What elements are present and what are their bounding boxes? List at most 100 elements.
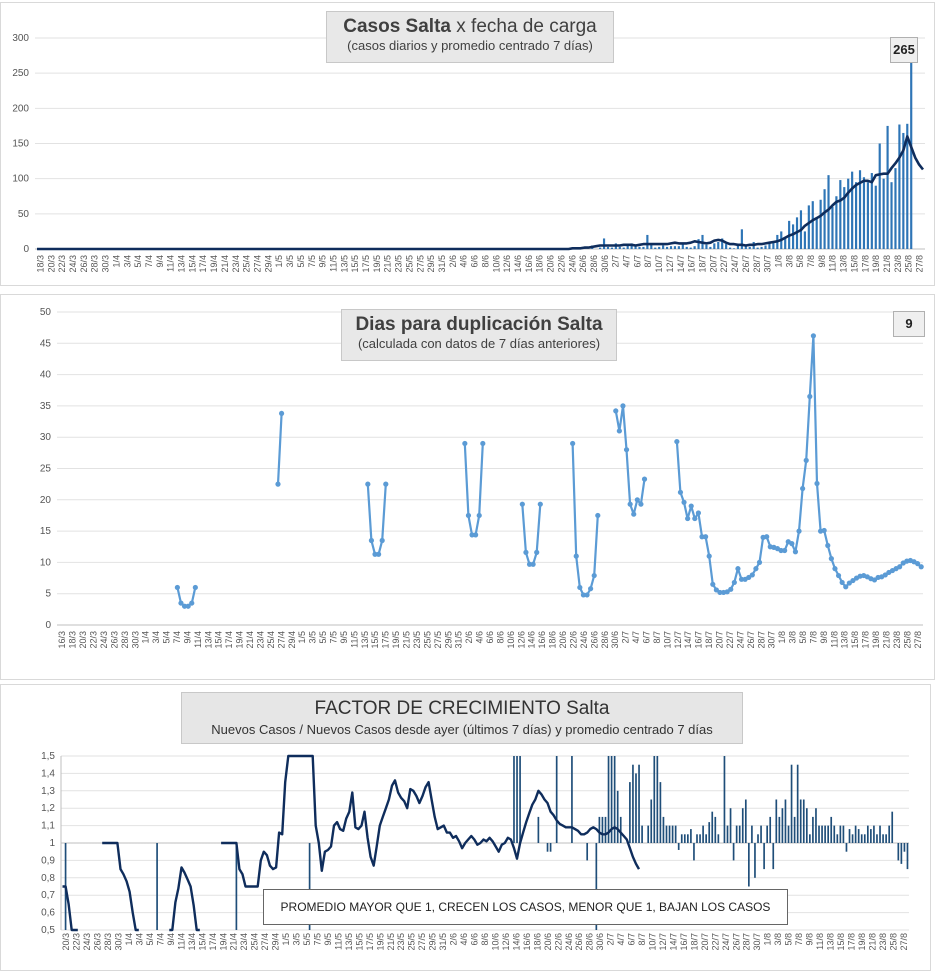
duplicacion-point (642, 477, 647, 482)
duplicacion-point (592, 573, 597, 578)
factor-bar (806, 808, 808, 843)
factor-x-tick-label: 9/8 (805, 933, 815, 946)
duplicacion-x-tick-label: 28/7 (756, 631, 766, 649)
factor-bar (702, 826, 704, 843)
factor-x-tick-label: 11/5 (333, 933, 343, 950)
casos-bar (658, 247, 660, 249)
duplicacion-point (750, 572, 755, 577)
casos-bar (820, 200, 822, 249)
factor-bar (684, 834, 686, 843)
duplicacion-x-tick-label: 11/8 (829, 631, 839, 648)
casos-bar (855, 182, 857, 249)
factor-y-tick-label: 1,3 (41, 786, 55, 797)
duplicacion-x-tick-label: 3/4 (151, 631, 161, 644)
duplicacion-point (836, 573, 841, 578)
factor-bar (803, 800, 805, 844)
duplicacion-x-tick-label: 26/7 (746, 631, 756, 649)
casos-x-tick-label: 11/8 (828, 255, 838, 272)
duplicacion-point (692, 516, 697, 521)
chart-title-casos: Casos Salta x fecha de carga (327, 16, 613, 38)
casos-x-tick-label: 9/4 (155, 255, 165, 268)
duplicacion-x-tick-label: 24/6 (579, 631, 589, 649)
duplicacion-point (840, 580, 845, 585)
chart-subtitle-duplicacion: (calculada con datos de 7 días anteriore… (342, 336, 616, 351)
duplicacion-point (531, 562, 536, 567)
factor-x-tick-label: 11/4 (176, 933, 186, 950)
duplicacion-x-tick-label: 20/3 (78, 631, 88, 649)
casos-x-tick-label: 13/4 (177, 255, 187, 273)
factor-x-tick-label: 16/7 (679, 933, 689, 951)
duplicacion-x-tick-label: 7/8 (808, 631, 818, 644)
casos-x-tick-label: 26/6 (578, 255, 588, 273)
factor-bar (888, 826, 890, 843)
duplicacion-x-tick-label: 13/4 (203, 631, 213, 649)
casos-y-tick-label: 150 (12, 139, 29, 150)
factor-x-tick-label: 25/5 (407, 933, 417, 951)
chart-annotation-factor: PROMEDIO MAYOR QUE 1, CRECEN LOS CASOS, … (263, 889, 788, 925)
casos-bar (749, 247, 751, 249)
duplicacion-point (807, 394, 812, 399)
duplicacion-x-tick-label: 15/5 (370, 631, 380, 649)
factor-y-tick-label: 1,4 (41, 768, 55, 779)
casos-x-tick-label: 13/8 (839, 255, 849, 273)
casos-x-tick-label: 3/8 (784, 255, 794, 268)
factor-bar (751, 826, 753, 843)
factor-bar (620, 817, 622, 843)
factor-bar (678, 843, 680, 850)
factor-bar (629, 782, 631, 843)
casos-x-tick-label: 22/7 (719, 255, 729, 273)
duplicacion-point (520, 502, 525, 507)
duplicacion-point (735, 566, 740, 571)
factor-x-tick-label: 27/4 (260, 933, 270, 951)
casos-x-tick-label: 2/6 (448, 255, 458, 268)
casos-bar (694, 246, 696, 249)
factor-bar (745, 800, 747, 844)
casos-x-tick-label: 20/3 (46, 255, 56, 273)
duplicacion-x-tick-label: 1/8 (777, 631, 787, 644)
factor-x-tick-label: 24/7 (721, 933, 731, 951)
casos-x-tick-label: 25/8 (904, 255, 914, 273)
chart-title-factor: FACTOR DE CRECIMIENTO Salta (182, 698, 742, 720)
factor-bar (586, 843, 588, 860)
casos-x-tick-label: 12/7 (665, 255, 675, 273)
duplicacion-x-tick-label: 30/7 (767, 631, 777, 649)
factor-bar (885, 834, 887, 843)
factor-bar (827, 826, 829, 843)
duplicacion-point (175, 585, 180, 590)
factor-bar (901, 843, 903, 864)
duplicacion-x-tick-label: 3/8 (788, 631, 798, 644)
duplicacion-x-tick-label: 21/4 (245, 631, 255, 649)
factor-bar (556, 756, 558, 843)
factor-x-tick-label: 20/3 (61, 933, 71, 951)
factor-x-tick-label: 6/7 (627, 933, 637, 946)
duplicacion-x-tick-label: 6/6 (485, 631, 495, 644)
factor-x-tick-label: 26/3 (93, 933, 103, 951)
casos-x-tick-label: 8/6 (480, 255, 490, 268)
duplicacion-x-tick-label: 30/6 (610, 631, 620, 649)
factor-x-tick-label: 15/4 (197, 933, 207, 951)
factor-bar (754, 843, 756, 878)
factor-x-tick-label: 10/6 (490, 933, 500, 951)
factor-bar (516, 756, 518, 843)
duplicacion-x-tick-label: 2/6 (464, 631, 474, 644)
last-value-label-casos: 265 (890, 37, 918, 63)
casos-bar (879, 144, 881, 250)
duplicacion-point (383, 482, 388, 487)
casos-bar (623, 248, 625, 249)
duplicacion-x-tick-label: 9/8 (819, 631, 829, 644)
duplicacion-x-tick-label: 7/5 (328, 631, 338, 644)
casos-x-tick-label: 24/6 (567, 255, 577, 273)
duplicacion-point (897, 564, 902, 569)
factor-x-tick-label: 3/4 (135, 933, 145, 946)
factor-x-tick-label: 18/7 (689, 933, 699, 951)
casos-x-tick-label: 25/5 (404, 255, 414, 273)
duplicacion-x-tick-label: 28/6 (600, 631, 610, 649)
duplicacion-x-tick-label: 4/7 (631, 631, 641, 644)
duplicacion-point (635, 497, 640, 502)
duplicacion-point (189, 600, 194, 605)
duplicacion-x-tick-label: 15/4 (214, 631, 224, 649)
casos-x-tick-label: 17/8 (860, 255, 870, 273)
duplicacion-x-tick-label: 14/6 (527, 631, 537, 649)
duplicacion-point (681, 500, 686, 505)
casos-x-tick-label: 5/4 (133, 255, 143, 268)
